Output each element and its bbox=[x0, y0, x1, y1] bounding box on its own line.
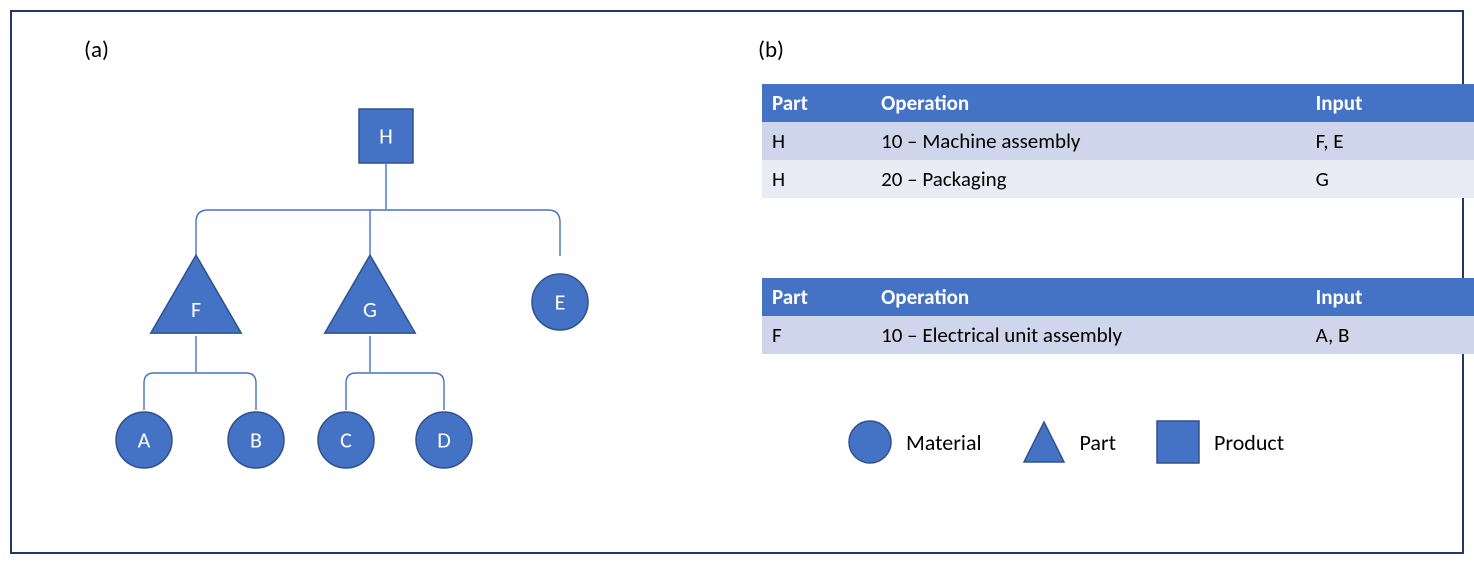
tree-node-a: A bbox=[116, 412, 172, 468]
panel-label-a: (a) bbox=[84, 36, 109, 64]
tree-node-label: D bbox=[437, 427, 451, 454]
operations-table-2: PartOperationInputF10 – Electrical unit … bbox=[762, 278, 1474, 354]
tree-connector bbox=[144, 336, 256, 410]
legend-label: Material bbox=[906, 429, 982, 456]
table-row: H20 – PackagingG bbox=[762, 160, 1474, 198]
tree-node-label: B bbox=[250, 427, 262, 454]
legend-item-triangle: Part bbox=[1022, 420, 1116, 464]
figure-stage: (a) (b) HFGEABCD PartOperationInputH10 –… bbox=[0, 0, 1474, 564]
tree-node-label: C bbox=[340, 427, 352, 454]
tree-node-h: H bbox=[359, 109, 413, 163]
square-icon bbox=[1156, 420, 1200, 464]
table-cell: H bbox=[762, 122, 871, 160]
tree-connector bbox=[346, 336, 444, 410]
table-cell: H bbox=[762, 160, 871, 198]
tree-node-label: G bbox=[363, 296, 377, 323]
tree-node-label: E bbox=[555, 289, 566, 316]
legend-item-square: Product bbox=[1156, 420, 1284, 464]
operations-table-1: PartOperationInputH10 – Machine assembly… bbox=[762, 84, 1474, 198]
tree-node-c: C bbox=[318, 412, 374, 468]
tree-node-label: A bbox=[138, 427, 151, 454]
table-header-cell: Operation bbox=[871, 278, 1306, 316]
tree-node-d: D bbox=[416, 412, 472, 468]
tree-node-e: E bbox=[532, 274, 588, 330]
legend-label: Product bbox=[1214, 429, 1284, 456]
table-row: H10 – Machine assemblyF, E bbox=[762, 122, 1474, 160]
tree-node-label: H bbox=[379, 123, 393, 150]
triangle-icon bbox=[1022, 420, 1066, 464]
table-header-cell: Operation bbox=[871, 84, 1306, 122]
tree-node-label: F bbox=[191, 296, 201, 323]
table-cell: F bbox=[762, 316, 871, 354]
table-header-cell: Part bbox=[762, 84, 871, 122]
circle-icon bbox=[848, 420, 892, 464]
table-cell: A, B bbox=[1306, 316, 1474, 354]
table-header-cell: Input bbox=[1306, 278, 1474, 316]
table-cell: F, E bbox=[1306, 122, 1474, 160]
tree-node-g: G bbox=[325, 255, 415, 333]
bom-tree: H F G E A B C D bbox=[60, 70, 700, 490]
legend-label: Part bbox=[1080, 429, 1116, 456]
table-cell: 10 – Electrical unit assembly bbox=[871, 316, 1306, 354]
table-cell: 10 – Machine assembly bbox=[871, 122, 1306, 160]
legend: Material Part Product bbox=[848, 420, 1284, 464]
tree-node-f: F bbox=[151, 255, 241, 333]
tree-node-b: B bbox=[228, 412, 284, 468]
table-row: F10 – Electrical unit assemblyA, B bbox=[762, 316, 1474, 354]
table-header-cell: Part bbox=[762, 278, 871, 316]
table-header-cell: Input bbox=[1306, 84, 1474, 122]
panel-label-b: (b) bbox=[758, 36, 784, 64]
legend-item-circle: Material bbox=[848, 420, 982, 464]
table-cell: G bbox=[1306, 160, 1474, 198]
table-cell: 20 – Packaging bbox=[871, 160, 1306, 198]
tree-connector bbox=[196, 164, 560, 256]
